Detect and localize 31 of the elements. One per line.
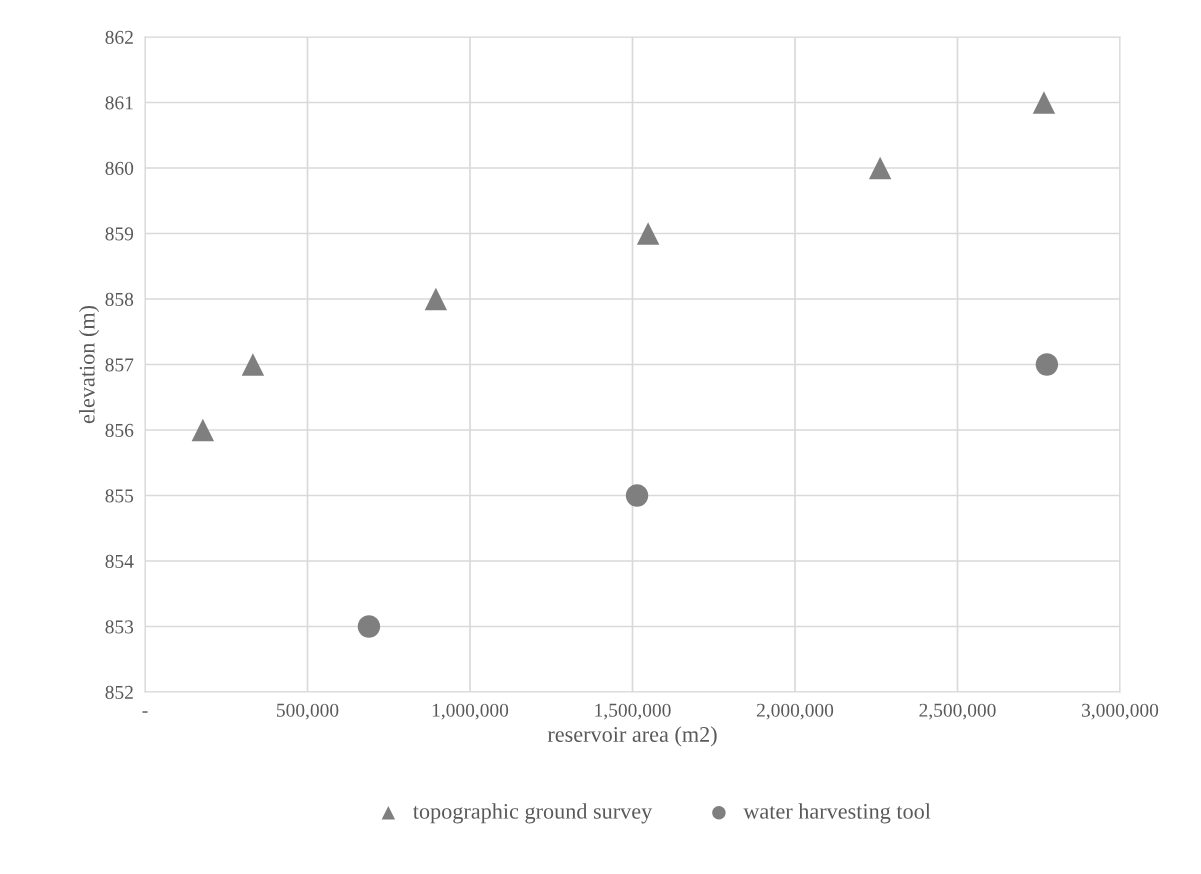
point	[357, 615, 381, 638]
point	[424, 287, 448, 311]
y-tick-label: 856	[105, 423, 134, 437]
x-tick-label: 500,000	[277, 703, 339, 720]
point	[636, 222, 660, 245]
y-axis-title: elevation (m)	[79, 305, 100, 424]
y-tick-label: 857	[105, 358, 134, 372]
y-tick-label: 852	[105, 685, 133, 699]
x-tick-label: 2,500,000	[919, 703, 996, 720]
y-tick-label: 853	[105, 620, 134, 634]
x-tick-label: 3,000,000	[1082, 703, 1159, 720]
x-tick-label: -	[142, 711, 148, 713]
y-tick-label: 860	[105, 161, 134, 175]
y-tick-label: 855	[105, 489, 134, 503]
point	[868, 156, 892, 180]
x-tick-label: 1,500,000	[595, 703, 671, 720]
y-tick-label: 858	[105, 292, 134, 306]
x-tick-label: 2,000,000	[756, 703, 834, 720]
point	[1035, 353, 1059, 376]
point	[1032, 91, 1056, 114]
x-axis-title: reservoir area (m2)	[547, 726, 717, 747]
legend-label: water harvesting tool	[743, 803, 931, 824]
point	[241, 353, 265, 376]
y-tick-label: 859	[105, 227, 134, 241]
point	[191, 418, 215, 442]
y-tick-label: 861	[105, 96, 133, 110]
legend-label: topographic ground survey	[413, 803, 653, 824]
y-tick-label: 854	[105, 554, 134, 568]
point	[625, 484, 649, 507]
x-tick-label: 1,000,000	[432, 703, 509, 720]
y-tick-label: 862	[105, 30, 133, 44]
